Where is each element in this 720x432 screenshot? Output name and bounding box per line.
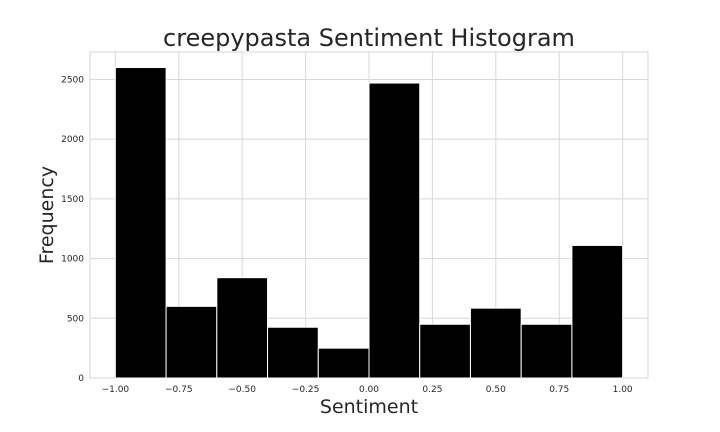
x-tick-label: 0.50 bbox=[486, 385, 506, 395]
x-axis-label: Sentiment bbox=[320, 396, 418, 418]
y-tick-label: 1000 bbox=[61, 255, 84, 265]
histogram-bar bbox=[520, 323, 573, 379]
histogram-bar bbox=[317, 347, 370, 379]
x-tick-label: −1.00 bbox=[102, 385, 130, 395]
y-tick-label: 0 bbox=[78, 374, 84, 384]
histogram-bar bbox=[571, 244, 624, 379]
x-tick-label: 0.75 bbox=[549, 385, 569, 395]
y-tick-labels: 0 500 1000 1500 2000 2500 bbox=[61, 75, 84, 384]
x-tick-label: −0.25 bbox=[292, 385, 320, 395]
histogram-bars bbox=[114, 67, 624, 379]
histogram-bar bbox=[216, 277, 269, 379]
histogram-bar bbox=[267, 326, 319, 379]
y-axis-label: Frequency bbox=[36, 166, 58, 264]
x-tick-label: 1.00 bbox=[613, 385, 633, 395]
x-tick-label: 0.25 bbox=[422, 385, 442, 395]
x-tick-labels: −1.00 −0.75 −0.50 −0.25 0.00 0.25 0.50 0.75 1.00 bbox=[102, 385, 633, 395]
y-tick-label: 1500 bbox=[61, 195, 84, 205]
y-tick-label: 2500 bbox=[61, 75, 84, 85]
x-tick-label: 0.00 bbox=[359, 385, 379, 395]
histogram-bar bbox=[368, 82, 421, 379]
x-tick-label: −0.75 bbox=[165, 385, 193, 395]
histogram-bar bbox=[419, 323, 471, 379]
histogram-bar bbox=[114, 67, 167, 379]
y-tick-label: 500 bbox=[67, 314, 84, 324]
chart-title: creepypasta Sentiment Histogram bbox=[163, 24, 575, 52]
x-tick-label: −0.50 bbox=[228, 385, 256, 395]
histogram-bar bbox=[165, 305, 218, 379]
histogram-bar bbox=[469, 307, 522, 379]
y-tick-label: 2000 bbox=[61, 135, 84, 145]
